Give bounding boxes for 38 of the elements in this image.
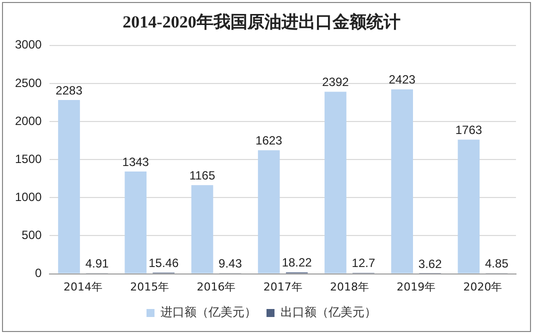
bar	[458, 140, 480, 274]
x-tick-label: 2016年	[196, 280, 236, 294]
y-tick-label: 1500	[14, 152, 42, 166]
bar	[391, 89, 413, 274]
y-tick-label: 2500	[14, 76, 42, 90]
bar	[258, 150, 280, 274]
data-label: 2283	[56, 83, 83, 98]
x-tick-label: 2018年	[330, 280, 369, 294]
data-label: 9.43	[218, 256, 242, 270]
bar	[124, 172, 147, 274]
bar	[324, 92, 346, 274]
data-label: 2423	[388, 72, 416, 87]
x-tick-label: 2014年	[64, 280, 103, 294]
x-tick-label: 2017年	[263, 280, 302, 294]
y-tick-label: 1000	[14, 190, 42, 204]
data-label: 1623	[256, 134, 283, 148]
data-label: 4.91	[85, 256, 109, 271]
y-tick-label: 0	[35, 266, 42, 280]
legend-label: 进口额（亿美元）	[160, 305, 256, 320]
x-tick-label: 2015年	[130, 280, 170, 294]
y-tick-label: 500	[22, 228, 42, 242]
chart-title: 2014-2020年我国原油进出口金额统计	[122, 12, 400, 32]
data-label: 1343	[122, 154, 150, 169]
x-tick-label: 2020年	[463, 280, 502, 294]
data-label: 2392	[322, 75, 350, 89]
legend-label: 出口额（亿美元）	[280, 305, 376, 320]
y-tick-label: 3000	[14, 38, 42, 52]
data-label: 18.22	[282, 256, 312, 270]
y-tick-label: 2000	[14, 114, 42, 128]
data-label: 4.85	[485, 256, 509, 271]
data-label: 1165	[189, 168, 216, 182]
data-label: 3.62	[418, 256, 442, 271]
bar	[58, 100, 80, 274]
data-label: 1763	[455, 122, 482, 137]
x-tick-label: 2019年	[396, 280, 436, 294]
data-label: 15.46	[148, 256, 179, 270]
data-label: 12.7	[352, 256, 376, 270]
bar	[191, 185, 214, 274]
